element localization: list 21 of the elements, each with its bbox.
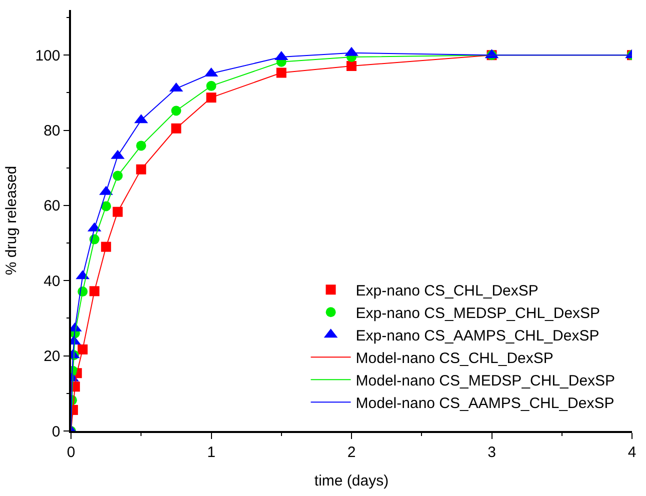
x-tick-label: 1 bbox=[207, 444, 216, 461]
x-tick-label: 4 bbox=[628, 444, 636, 461]
y-tick-label: 20 bbox=[44, 348, 60, 366]
y-tick-label: 60 bbox=[44, 198, 60, 215]
y-tick-label: 40 bbox=[44, 272, 60, 290]
x-tick-label: 2 bbox=[347, 444, 356, 461]
y-tick-label: 100 bbox=[35, 47, 60, 64]
legend-label: Model-nano CS_MEDSP_CHL_DexSP bbox=[356, 372, 616, 390]
legend-label: Exp-nano CS_CHL_DexSP bbox=[356, 282, 538, 300]
legend-label: Model-nano CS_AAMPS_CHL_DexSP bbox=[356, 394, 614, 412]
y-tick-label: 0 bbox=[52, 423, 60, 440]
legend-label: Exp-nano CS_AAMPS_CHL_DexSP bbox=[356, 327, 600, 344]
point bbox=[89, 286, 100, 296]
legend-label: Exp-nano CS_MEDSP_CHL_DexSP bbox=[356, 304, 600, 322]
point bbox=[276, 68, 286, 78]
y-tick-label: 80 bbox=[44, 122, 60, 140]
x-tick-label: 0 bbox=[66, 444, 76, 461]
legend-label: Model-nano CS_CHL_DexSP bbox=[356, 350, 554, 367]
x-tick-label: 3 bbox=[488, 444, 496, 461]
y-axis-title: % drug released bbox=[2, 166, 20, 276]
x-axis-title: time (days) bbox=[314, 472, 389, 490]
